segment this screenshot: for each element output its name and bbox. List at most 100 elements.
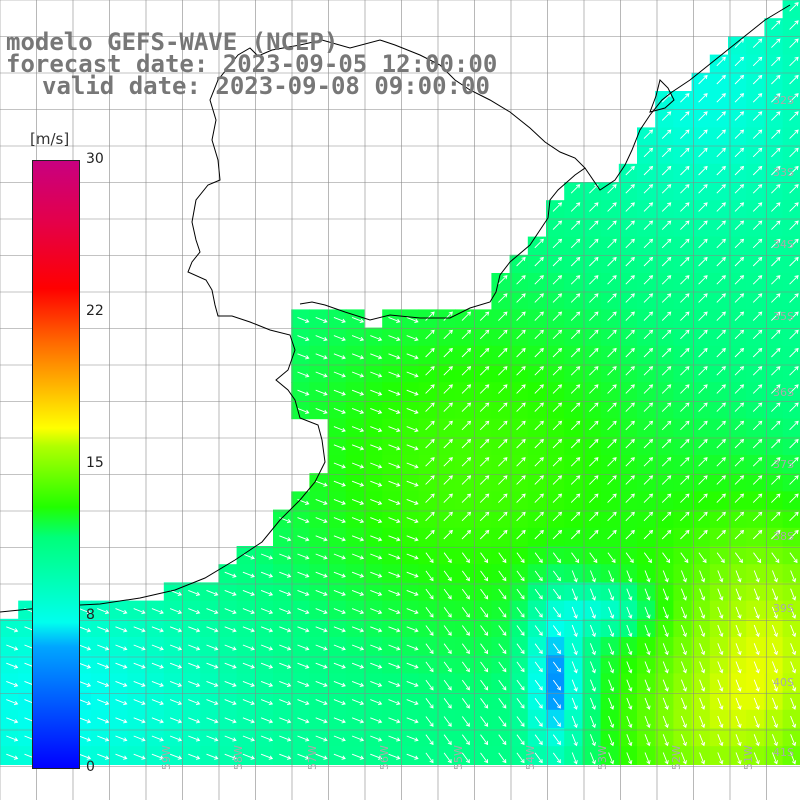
wind-arrow: [516, 570, 525, 582]
wind-arrow: [789, 20, 799, 30]
wind-arrow: [388, 571, 401, 578]
wind-arrow: [115, 626, 128, 633]
wind-arrow: [188, 662, 201, 669]
wind-arrow: [534, 420, 544, 431]
wind-arrow: [771, 697, 778, 710]
wind-arrow: [735, 624, 742, 638]
wind-arrow: [461, 552, 470, 564]
wind-arrow: [6, 735, 19, 742]
wind-arrow: [752, 457, 763, 467]
wind-arrow: [734, 384, 745, 394]
wind-arrow: [351, 371, 365, 378]
wind-arrow: [479, 493, 490, 503]
wind-arrow: [589, 552, 598, 564]
wind-arrow: [534, 457, 544, 467]
wind-arrow: [643, 384, 654, 394]
wind-arrow: [443, 402, 453, 412]
wind-arrow: [78, 735, 92, 742]
wind-arrow: [716, 552, 725, 564]
wind-arrow: [680, 588, 687, 601]
wind-arrow: [734, 74, 745, 85]
wind-arrow: [151, 608, 164, 615]
wind-arrow: [443, 716, 452, 727]
wind-arrow: [516, 256, 526, 267]
wind-arrow: [370, 462, 383, 469]
wind-arrow: [716, 202, 726, 212]
wind-arrow: [644, 588, 651, 601]
wind-arrow: [662, 643, 669, 656]
wind-arrow: [643, 329, 654, 340]
wind-arrow: [625, 420, 635, 431]
wind-arrow: [571, 752, 578, 765]
wind-arrow: [552, 607, 561, 618]
wind-arrow: [680, 275, 690, 285]
wind-arrow: [698, 529, 708, 540]
wind-arrow: [789, 275, 799, 285]
wind-arrow: [461, 384, 472, 394]
wind-arrow: [589, 511, 599, 522]
wind-arrow: [406, 517, 419, 524]
wind-arrow: [206, 717, 219, 724]
wind-arrow: [680, 493, 690, 503]
wind-arrow: [734, 511, 745, 522]
wind-arrow: [698, 293, 708, 303]
wind-arrow: [607, 220, 617, 230]
wind-arrow: [388, 626, 401, 633]
wind-arrow: [752, 384, 763, 394]
wind-arrow: [479, 457, 490, 467]
wind-arrow: [461, 716, 470, 727]
wind-arrow: [753, 570, 760, 583]
wind-arrow: [734, 220, 745, 230]
wind-arrow: [279, 608, 292, 615]
wind-arrow: [552, 329, 563, 340]
wind-arrow: [771, 38, 781, 48]
wind-arrow: [716, 56, 726, 67]
wind-arrow: [169, 608, 183, 615]
wind-arrow: [315, 389, 328, 396]
wind-arrow: [115, 662, 128, 669]
wind-arrow: [734, 293, 745, 303]
wind-arrow: [717, 697, 724, 710]
wind-arrow: [461, 329, 472, 340]
wind-cell: [782, 582, 800, 602]
wind-arrow: [315, 753, 328, 760]
wind-arrow: [516, 366, 526, 376]
wind-arrow: [443, 643, 452, 655]
wind-arrow: [771, 184, 781, 194]
wind-arrow: [625, 220, 635, 230]
wind-arrow: [406, 498, 419, 505]
wind-arrow: [443, 493, 453, 503]
wind-arrow: [734, 457, 745, 467]
wind-arrow: [680, 679, 687, 692]
wind-arrow: [443, 420, 453, 431]
wind-arrow: [370, 335, 383, 342]
wind-arrow: [680, 165, 690, 176]
wind-arrow: [717, 570, 724, 583]
wind-arrow: [333, 535, 346, 542]
wind-arrow: [607, 311, 617, 321]
wind-arrow: [425, 752, 434, 764]
wind-arrow: [607, 366, 617, 376]
wind-arrow: [643, 347, 654, 358]
wind-arrow: [570, 366, 581, 376]
wind-arrow: [406, 608, 419, 615]
wind-arrow: [661, 511, 672, 522]
legend-unit-label: [m/s]: [30, 130, 70, 148]
lon-label-52w: 52W: [670, 745, 683, 770]
wind-arrow: [752, 438, 763, 449]
wind-arrow: [425, 716, 434, 727]
wind-arrow: [552, 698, 561, 709]
wind-arrow: [716, 438, 726, 449]
wind-arrow: [115, 644, 128, 651]
wind-arrow: [133, 608, 146, 615]
wind-arrow: [169, 644, 183, 651]
wind-arrow: [680, 220, 690, 230]
wind-arrow: [644, 715, 651, 729]
wind-arrow: [626, 661, 633, 674]
wind-arrow: [516, 420, 526, 431]
wind-arrow: [789, 420, 799, 431]
wind-arrow: [734, 329, 745, 340]
wind-arrow: [351, 444, 365, 451]
wind-arrow: [699, 570, 706, 583]
wind-arrow: [516, 457, 526, 467]
